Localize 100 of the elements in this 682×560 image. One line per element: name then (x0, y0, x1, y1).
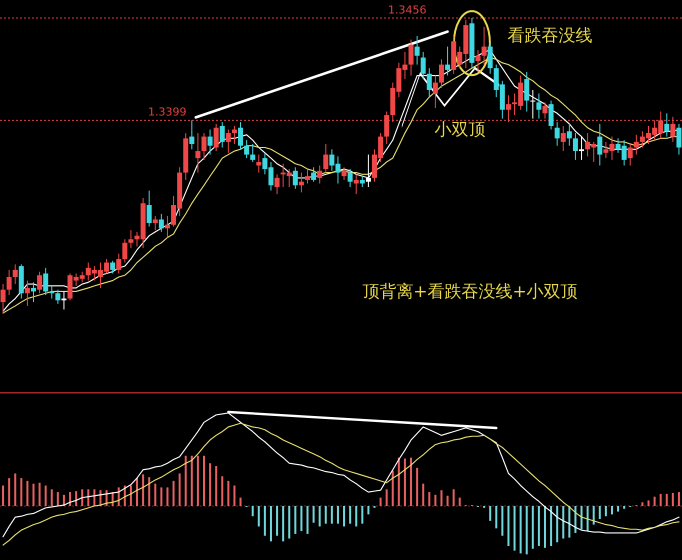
candlestick (208, 129, 213, 156)
candlestick (298, 172, 304, 193)
bar (556, 506, 558, 542)
bar (32, 484, 34, 506)
bar (172, 480, 175, 506)
bar (386, 489, 388, 506)
bar (526, 506, 528, 554)
candlestick (432, 75, 438, 108)
bar (14, 473, 16, 506)
candlestick (128, 230, 134, 249)
bar (550, 506, 552, 546)
bar (404, 458, 406, 506)
candlestick (414, 35, 420, 66)
bar (20, 478, 22, 506)
bar (586, 506, 589, 532)
bar (142, 474, 144, 506)
candlestick (354, 174, 359, 195)
bar (312, 506, 315, 523)
annotation: 小双顶 (434, 120, 486, 140)
candlestick (476, 50, 481, 72)
candlestick (214, 123, 219, 152)
bar (306, 506, 309, 534)
bar (446, 496, 449, 506)
bar (276, 506, 278, 536)
annotation: 顶背离+看跌吞没线+小双顶 (362, 282, 578, 302)
bar (660, 494, 662, 506)
bar (495, 506, 498, 528)
bar (44, 486, 47, 506)
text: 1.3456 (388, 4, 426, 16)
bar (288, 506, 290, 539)
bar (458, 498, 461, 506)
bar (440, 490, 442, 506)
candlestick (566, 123, 572, 146)
candlestick (420, 51, 426, 80)
bar (202, 456, 205, 506)
bar (568, 506, 570, 538)
bar (160, 487, 162, 506)
bar (422, 484, 424, 506)
candlestick (195, 132, 200, 174)
candlestick (482, 26, 487, 66)
candlestick (30, 282, 36, 303)
bar (598, 506, 601, 520)
candlestick (524, 71, 530, 112)
candlestick (24, 280, 30, 306)
candlestick (146, 190, 152, 228)
candlestick (0, 284, 6, 314)
bar (361, 506, 364, 524)
candlestick (384, 111, 390, 144)
candlestick (37, 271, 42, 294)
candlestick (311, 166, 316, 182)
candlestick (317, 165, 322, 184)
candlestick (445, 46, 450, 76)
candlestick (43, 267, 48, 296)
bar (336, 506, 339, 524)
bar (178, 473, 181, 506)
candlestick (220, 122, 225, 148)
candlestick (348, 168, 353, 188)
candlestick (201, 132, 206, 160)
bar (610, 506, 613, 514)
candlestick (250, 143, 256, 162)
candlestick (536, 93, 542, 120)
candlestick (438, 58, 444, 88)
bar (264, 506, 266, 536)
bar (166, 487, 168, 506)
bar (648, 500, 650, 506)
candlestick (256, 154, 262, 174)
bar (227, 480, 230, 506)
bar (380, 498, 382, 506)
candlestick (628, 143, 633, 166)
candlestick (676, 123, 682, 156)
bar (148, 477, 150, 506)
bar (294, 506, 296, 534)
bar (196, 456, 199, 506)
bar (130, 486, 132, 506)
bar (672, 492, 674, 506)
bar (252, 506, 254, 516)
bar (330, 506, 333, 524)
candlestick (116, 253, 122, 274)
bar (538, 506, 540, 546)
bar (562, 506, 564, 539)
bar (75, 491, 78, 506)
bar (190, 456, 193, 506)
candlestick (560, 125, 566, 152)
bar (221, 476, 224, 506)
bar (604, 506, 607, 516)
bar (240, 498, 242, 506)
bar (416, 468, 418, 506)
candlestick (244, 140, 250, 159)
candlestick (572, 132, 578, 160)
bar (300, 506, 302, 532)
bar (215, 466, 218, 506)
candlestick (366, 154, 371, 188)
bar (592, 506, 595, 525)
candlestick (426, 68, 432, 98)
candlestick (189, 120, 194, 150)
bar (349, 506, 352, 524)
candlestick (110, 260, 116, 274)
candlestick (360, 176, 365, 188)
candlestick (305, 168, 310, 184)
bar (282, 506, 284, 542)
